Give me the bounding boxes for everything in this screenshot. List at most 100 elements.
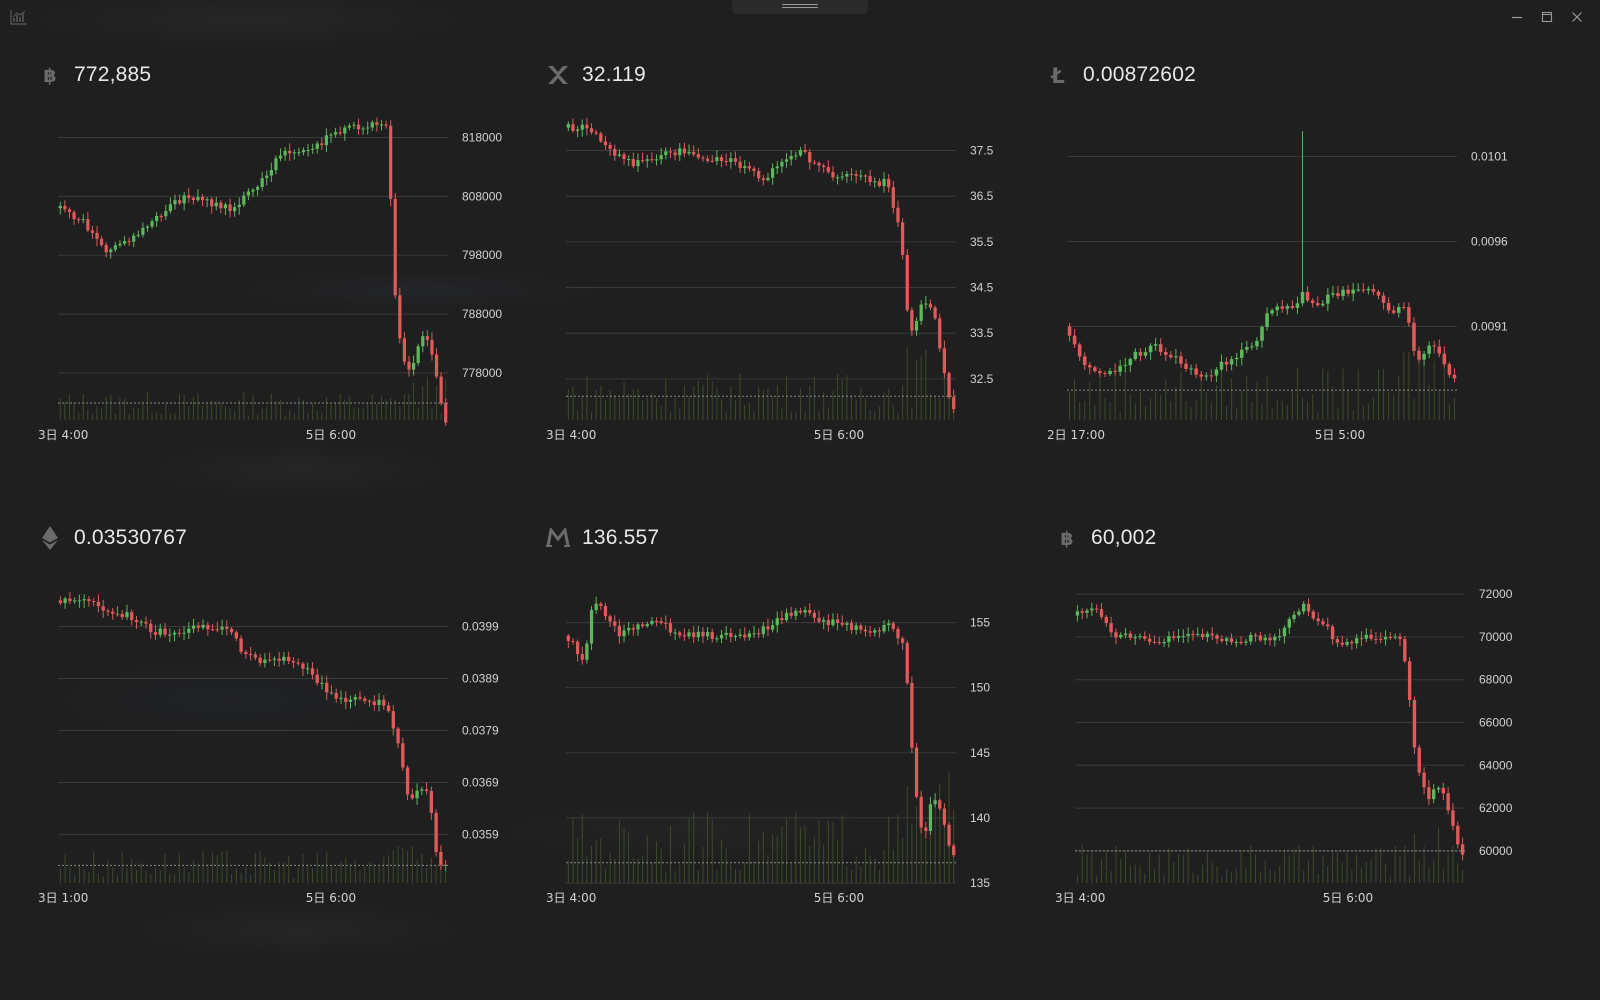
candle-body <box>650 620 654 625</box>
candle-body <box>95 232 99 239</box>
candle-body <box>905 254 909 311</box>
y-tick-label: 60000 <box>1479 844 1513 858</box>
candle-body <box>393 198 397 296</box>
candle-body <box>81 219 85 221</box>
candle-body <box>182 632 186 634</box>
candle-body <box>1359 638 1364 640</box>
candle-body <box>896 207 900 223</box>
candle-body <box>882 178 886 187</box>
candle-body <box>580 654 584 660</box>
candle-body <box>282 656 286 661</box>
price-label: 772,885 <box>74 63 152 86</box>
candle-body <box>715 638 719 640</box>
candle-body <box>1250 346 1254 348</box>
candle-body <box>1215 635 1219 639</box>
candle-body <box>1123 365 1128 367</box>
maximize-icon[interactable] <box>1537 8 1557 26</box>
candle-body <box>826 167 830 173</box>
candle-body <box>710 632 714 639</box>
ticker-panel[interactable]: Ł 0.00872602 0.0101 0.0096 0.0091 2日 17:00 5… <box>1047 60 1517 460</box>
candle-body <box>415 790 419 799</box>
candlestick-chart[interactable]: 0.0101 0.0096 0.0091 2日 17:00 5日 5:00 <box>1047 114 1517 460</box>
ticker-panel[interactable]: 136.557 155 150 145 140 135 3日 4:00 5日 6:00 <box>546 523 1016 923</box>
candle-body <box>168 204 173 212</box>
candle-body <box>1417 747 1421 773</box>
candle-body <box>234 632 239 639</box>
candle-body <box>377 699 381 706</box>
y-tick-label: 0.0379 <box>462 724 499 738</box>
candle-body <box>297 152 301 154</box>
candle-body <box>352 124 356 126</box>
candle-body <box>664 623 668 625</box>
candle-body <box>1412 699 1417 748</box>
candle-body <box>752 168 756 172</box>
chart-icon[interactable] <box>10 9 28 25</box>
candle-body <box>1393 636 1397 638</box>
candle-body <box>1336 293 1340 297</box>
candle-body <box>113 245 117 250</box>
candle-body <box>306 668 310 670</box>
candle-body <box>780 161 784 167</box>
candlestick-chart[interactable]: 155 150 145 140 135 3日 4:00 5日 6:00 <box>546 577 1016 923</box>
candle-body <box>444 403 448 423</box>
x-tick-label: 3日 1:00 <box>38 891 88 905</box>
candlestick-chart[interactable]: 0.0399 0.0389 0.0379 0.0369 0.0359 3日 1:00 5日 … <box>38 577 508 923</box>
candle-body <box>613 148 617 156</box>
minimize-icon[interactable] <box>1507 8 1527 26</box>
candle-body <box>589 609 594 644</box>
candle-body <box>743 634 747 638</box>
candle-body <box>599 603 603 607</box>
candle-body <box>1381 295 1386 303</box>
candle-body <box>775 166 779 169</box>
candle-body <box>636 160 640 167</box>
candle-body <box>1080 611 1084 613</box>
xrp-icon <box>546 63 570 87</box>
candle-body <box>877 630 882 632</box>
candlestick-chart[interactable]: 818000 808000 798000 788000 778000 3日 4:00 5日 … <box>38 114 508 460</box>
candle-body <box>678 632 682 636</box>
candle-body <box>101 606 105 611</box>
candle-body <box>627 158 631 160</box>
candle-body <box>1258 635 1263 641</box>
candle-body <box>1422 772 1426 788</box>
ticker-panel[interactable]: 0.03530767 0.0399 0.0389 0.0379 0.0369 0.035… <box>38 523 508 923</box>
candle-body <box>900 222 905 255</box>
ticker-panel[interactable]: ฿ 60,002 72000 70000 68000 66000 64000 62000 6… <box>1055 523 1525 923</box>
candle-body <box>1383 637 1388 640</box>
candle-body <box>424 789 429 791</box>
candle-body <box>407 361 411 370</box>
candle-body <box>372 701 376 706</box>
candle-body <box>223 204 228 209</box>
candle-body <box>854 625 858 630</box>
panel-header: ฿ 772,885 <box>38 60 151 90</box>
candle-body <box>589 128 594 133</box>
candle-body <box>1280 306 1285 309</box>
drag-handle[interactable] <box>732 0 868 14</box>
candle-body <box>645 159 649 161</box>
panel-header: Ł 0.00872602 <box>1047 60 1196 90</box>
title-bar[interactable] <box>0 0 1600 34</box>
candle-body <box>924 827 928 832</box>
candlestick-chart[interactable]: 37.5 36.5 35.5 34.5 33.5 32.5 3日 4:00 5日 6:00 <box>546 114 1016 460</box>
candle-body <box>1417 350 1421 360</box>
y-tick-label: 66000 <box>1479 716 1513 730</box>
ticker-panel[interactable]: ฿ 772,885 818000 808000 798000 788000 778000… <box>38 60 508 460</box>
candle-body <box>310 668 315 675</box>
candle-body <box>63 598 67 604</box>
candle-body <box>1305 291 1310 301</box>
y-tick-label: 35.5 <box>970 235 994 249</box>
candle-body <box>1239 641 1243 643</box>
y-tick-label: 0.0096 <box>1471 235 1508 249</box>
ticker-panel[interactable]: 32.119 37.5 36.5 35.5 34.5 33.5 32.5 3日 4:00 5日… <box>546 60 1016 460</box>
candlestick-chart[interactable]: 72000 70000 68000 66000 64000 62000 60000 3日 4:… <box>1055 577 1525 923</box>
candle-body <box>1147 638 1152 642</box>
x-tick-label: 5日 6:00 <box>1323 891 1373 905</box>
candle-body <box>191 625 196 629</box>
y-tick-label: 135 <box>970 876 990 890</box>
candle-body <box>1432 345 1436 347</box>
price-label: 60,002 <box>1091 526 1157 549</box>
candle-body <box>1085 610 1089 613</box>
candle-body <box>439 376 443 404</box>
candle-body <box>1199 374 1203 377</box>
close-icon[interactable] <box>1567 8 1587 26</box>
